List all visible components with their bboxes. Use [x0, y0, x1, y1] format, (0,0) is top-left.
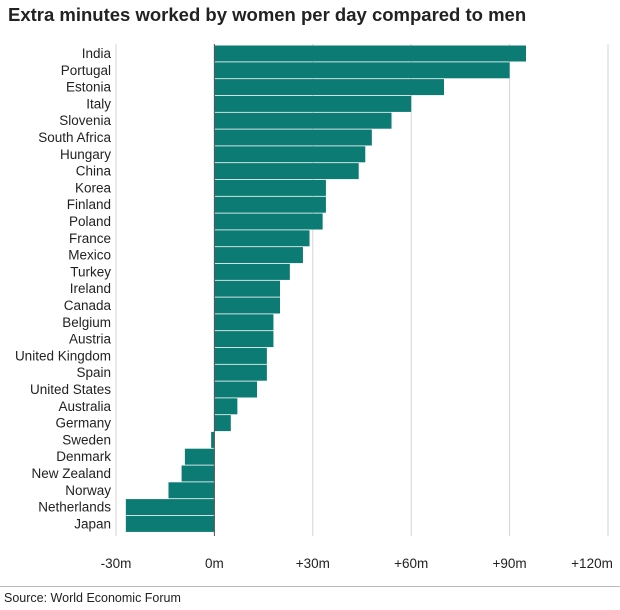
category-label: Finland: [67, 197, 111, 212]
category-label: France: [69, 231, 111, 246]
bar: [214, 280, 280, 297]
bar: [214, 163, 359, 180]
category-label: Canada: [64, 298, 112, 313]
category-label: Slovenia: [59, 113, 111, 128]
bar: [214, 179, 326, 196]
category-label: Netherlands: [38, 500, 111, 515]
category-label: Germany: [55, 416, 111, 431]
category-label: Spain: [76, 365, 111, 380]
category-label: United States: [30, 382, 111, 397]
source-note: Source: World Economic Forum: [4, 591, 181, 605]
bar: [214, 398, 238, 415]
category-label: Norway: [65, 483, 111, 498]
bar: [214, 230, 310, 247]
category-label: Estonia: [66, 80, 112, 95]
bar: [214, 146, 366, 163]
bar: [214, 263, 290, 280]
x-tick-label: +120m: [571, 556, 613, 571]
x-tick-label: +30m: [296, 556, 330, 571]
category-label: Ireland: [70, 281, 111, 296]
chart-title: Extra minutes worked by women per day co…: [8, 4, 527, 25]
category-label: Denmark: [56, 449, 111, 464]
bar: [214, 62, 510, 79]
bar: [214, 314, 274, 331]
category-label: Japan: [74, 516, 111, 531]
bar: [214, 196, 326, 213]
bar: [214, 347, 267, 364]
category-label: Turkey: [70, 264, 111, 279]
category-label: China: [76, 164, 112, 179]
category-label: Poland: [69, 214, 111, 229]
bar: [214, 381, 258, 398]
bar: [214, 213, 323, 230]
source-divider: [0, 586, 620, 587]
category-label: Korea: [75, 180, 112, 195]
bar: [214, 297, 280, 314]
category-label: United Kingdom: [15, 348, 111, 363]
category-label: Mexico: [68, 248, 111, 263]
bar: [214, 247, 303, 264]
x-tick-label: +90m: [493, 556, 527, 571]
bar: [168, 482, 215, 499]
bars: [125, 44, 526, 536]
bar: [214, 95, 412, 112]
category-label: Italy: [86, 96, 111, 111]
bar: [125, 499, 215, 516]
category-label: Sweden: [62, 432, 111, 447]
bar: [211, 431, 215, 448]
bar: [214, 331, 274, 348]
x-tick-label: +60m: [394, 556, 428, 571]
category-label: New Zealand: [31, 466, 111, 481]
category-label: Australia: [58, 399, 111, 414]
category-label: Austria: [69, 332, 112, 347]
bar: [214, 112, 392, 129]
x-tick-labels: -30m 0m +30m +60m +90m +120m: [101, 556, 613, 571]
bar: [125, 515, 215, 532]
bar: [181, 465, 215, 482]
category-label: South Africa: [38, 130, 111, 145]
category-label: Portugal: [61, 63, 111, 78]
bar: [214, 79, 444, 96]
bar: [214, 45, 526, 62]
bar: [214, 415, 231, 432]
category-label: Hungary: [60, 147, 111, 162]
x-tick-label: -30m: [101, 556, 132, 571]
category-label: India: [82, 46, 112, 61]
category-label: Belgium: [62, 315, 111, 330]
bar: [214, 364, 267, 381]
bar: [214, 129, 372, 146]
bar: [184, 448, 215, 465]
x-tick-label: 0m: [205, 556, 224, 571]
